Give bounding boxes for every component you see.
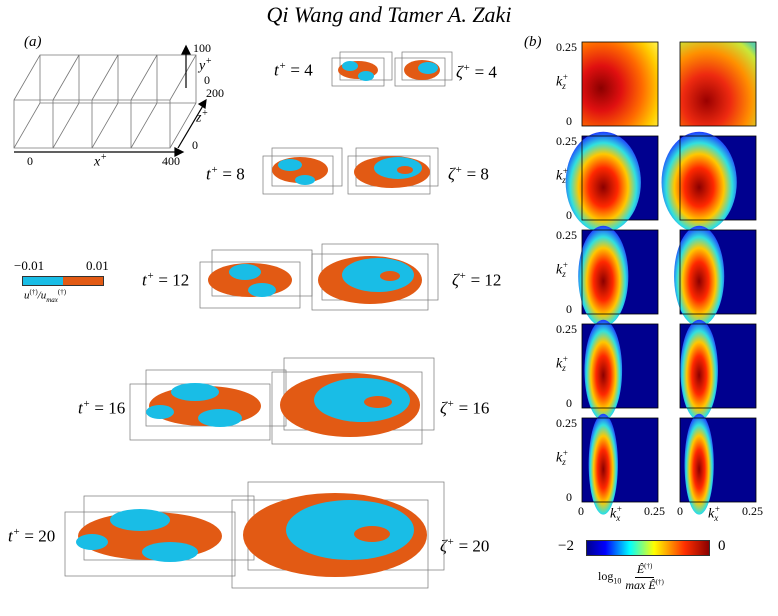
z-tick-200: 200 (206, 86, 224, 100)
ky-axis-label-row-1: k+z (556, 72, 569, 92)
zeta-label-row-2: ζ+ = 8 (448, 164, 489, 184)
spectrum-panel-r3-c2 (674, 225, 757, 327)
xtick-025-c1: 0.25 (644, 504, 665, 518)
colorbar-b-min: −2 (558, 538, 574, 554)
ky-tick-0-row-4: 0 (566, 396, 572, 410)
zeta-label-row-1: ζ+ = 4 (456, 62, 497, 82)
zeta-label-row-4: ζ+ = 16 (440, 398, 490, 418)
z-axis-label: z+ (196, 108, 209, 126)
xtick-025-c2: 0.25 (742, 504, 763, 518)
spectrum-panel-r5-c2 (679, 413, 757, 515)
ky-tick-025-row-1: 0.25 (556, 40, 577, 54)
spectrum-panel-r1-c1 (581, 41, 659, 127)
ky-tick-025-row-4: 0.25 (556, 322, 577, 336)
colorbar-a-min: −0.01 (14, 258, 45, 273)
x-tick-0: 0 (27, 154, 33, 168)
time-label-row-2: t+ = 8 (206, 164, 245, 184)
page-header-authors: Qi Wang and Tamer A. Zaki (266, 2, 512, 27)
spectrum-panel-r2-c2 (661, 131, 757, 233)
colorbar-a-positive (63, 277, 103, 285)
colorbar-b-label: log10 Ê(†) max Ê(†) (598, 562, 664, 592)
spectrum-panel-r3-c1 (578, 225, 659, 327)
spectrum-panel-r5-c1 (581, 413, 659, 515)
y-tick-100: 100 (193, 41, 211, 55)
ky-axis-label-row-3: k+z (556, 260, 569, 280)
colorbar-b (586, 540, 710, 556)
ky-axis-label-row-2: k+z (556, 166, 569, 186)
xtick-0-c2: 0 (677, 504, 683, 518)
ky-tick-0-row-2: 0 (566, 208, 572, 222)
x-axis-label: x+ (94, 152, 107, 170)
ky-tick-025-row-2: 0.25 (556, 134, 577, 148)
spectrum-panel-r1-c2 (679, 41, 757, 127)
y-axis-label: y+ (199, 56, 212, 74)
time-label-row-3: t+ = 12 (142, 270, 190, 290)
zeta-label-row-3: ζ+ = 12 (452, 270, 502, 290)
colorbar-a (22, 276, 104, 286)
time-label-row-1: t+ = 4 (274, 60, 313, 80)
ky-axis-label-row-4: k+z (556, 354, 569, 374)
spectrum-panel-r4-c1 (581, 319, 659, 421)
panel-b-label: (b) (524, 34, 542, 50)
spectrum-panel-r2-c1 (565, 131, 659, 233)
colorbar-b-max: 0 (718, 538, 726, 554)
time-label-row-4: t+ = 16 (78, 398, 126, 418)
structure-row-1 (331, 51, 453, 87)
y-tick-0: 0 (204, 73, 210, 87)
zeta-label-row-5: ζ+ = 20 (440, 536, 490, 556)
ky-axis-label-row-5: k+z (556, 448, 569, 468)
kx-axis-label-c2: k+x (708, 504, 721, 524)
xtick-0-c1: 0 (578, 504, 584, 518)
ky-tick-025-row-3: 0.25 (556, 228, 577, 242)
colorbar-a-label: u(†)/umax(†) (24, 288, 67, 304)
colorbar-a-max: 0.01 (86, 258, 109, 273)
x-tick-400: 400 (162, 154, 180, 168)
z-tick-0: 0 (192, 138, 198, 152)
time-label-row-5: t+ = 20 (8, 526, 56, 546)
colorbar-a-negative (23, 277, 63, 285)
ky-tick-025-row-5: 0.25 (556, 416, 577, 430)
ky-tick-0-row-5: 0 (566, 490, 572, 504)
panel-a-label: (a) (24, 34, 42, 50)
ky-tick-0-row-1: 0 (566, 114, 572, 128)
kx-axis-label-c1: k+x (610, 504, 623, 524)
spectrum-panel-r4-c2 (679, 319, 757, 421)
ky-tick-0-row-3: 0 (566, 302, 572, 316)
